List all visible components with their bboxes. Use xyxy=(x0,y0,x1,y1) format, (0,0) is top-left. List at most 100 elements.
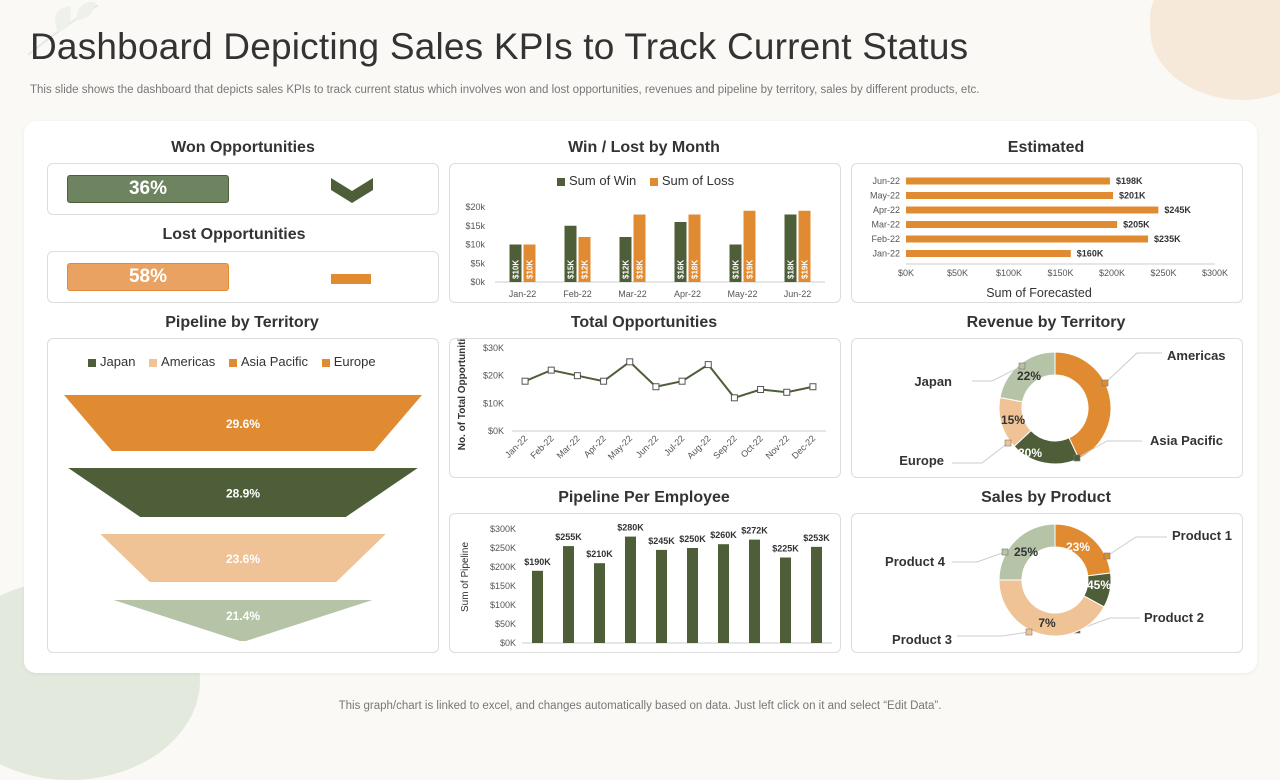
x-tick-label: Mar-22 xyxy=(618,289,647,299)
page-title: Dashboard Depicting Sales KPIs to Track … xyxy=(30,26,969,67)
data-point xyxy=(809,383,817,391)
estimated-chart: Jun-22 $198K May-22 $201K Apr-22 $245K Mar-22 $… xyxy=(870,176,1228,300)
y-tick-label: $10k xyxy=(465,240,485,250)
pipeline-bar xyxy=(532,570,543,643)
callout-leader-line xyxy=(972,365,1023,382)
win-lost-legend: Sum of Win Sum of Loss xyxy=(557,173,744,188)
category-label: Americas xyxy=(1167,348,1226,363)
data-point xyxy=(573,372,581,380)
won-opportunities-card[interactable]: 36% xyxy=(47,163,439,215)
leaf-icon xyxy=(27,1,99,56)
win-data-label: $10K xyxy=(732,260,741,279)
x-axis-title: Sum of Forecasted xyxy=(986,286,1092,300)
category-label: Product 1 xyxy=(1172,528,1232,543)
y-axis-title: No. of Total Opportunities xyxy=(457,339,468,450)
callout-marker xyxy=(1025,628,1033,636)
forecast-bar xyxy=(906,250,1071,257)
loss-data-label: $12K xyxy=(581,260,590,279)
legend-item-europe: Europe xyxy=(321,354,376,369)
sales-product-chart: 23% Product 1 45% Product 2 7% Product 3 25% Pr… xyxy=(885,523,1232,647)
y-tick-label: $0K xyxy=(488,426,504,436)
loss-bar xyxy=(633,214,646,282)
loss-bar xyxy=(798,210,811,282)
pipeline-data-label: $255K xyxy=(555,532,582,542)
callout-marker xyxy=(1018,362,1026,370)
pipeline-territory-card[interactable]: Japan Americas Asia Pacific Europe 29.6%… xyxy=(47,338,439,653)
y-tick-label: Jun-22 xyxy=(872,176,900,186)
data-point xyxy=(730,394,738,402)
data-point xyxy=(521,377,529,385)
slice-percent-label: 22% xyxy=(1017,369,1041,383)
lost-opportunities-card[interactable]: 58% xyxy=(47,251,439,303)
pipeline-data-label: $272K xyxy=(741,526,768,536)
y-tick-label: $200K xyxy=(490,562,516,572)
legend-europe-label: Europe xyxy=(333,354,376,369)
category-label: Product 4 xyxy=(885,554,946,569)
sales-product-card[interactable]: 23% Product 1 45% Product 2 7% Product 3 25% Pr… xyxy=(851,513,1243,653)
pipeline-data-label: $250K xyxy=(679,534,706,544)
loss-bar xyxy=(523,244,536,282)
funnel-segment xyxy=(113,600,373,641)
win-lost-title: Win / Lost by Month xyxy=(568,139,720,156)
won-percentage: 36% xyxy=(67,175,229,203)
x-tick-label: $100K xyxy=(996,268,1022,278)
x-tick-label: Jan-22 xyxy=(503,433,530,460)
x-tick-label: $300K xyxy=(1202,268,1228,278)
y-tick-label: $50K xyxy=(495,619,516,629)
y-tick-label: Feb-22 xyxy=(871,234,900,244)
x-tick-label: Nov-22 xyxy=(764,433,792,461)
win-bar xyxy=(619,237,632,282)
callout-leader-line xyxy=(1076,440,1142,459)
pipeline-bar xyxy=(749,539,760,643)
lost-percentage: 58% xyxy=(67,263,229,291)
y-tick-label: $15k xyxy=(465,221,485,231)
slice-percent-label: 7% xyxy=(1038,616,1056,630)
y-tick-label: $0k xyxy=(470,277,485,287)
pipeline-employee-card[interactable]: $0K $50K $100K $150K $200K $250K $300K Sum of P… xyxy=(449,513,841,653)
forecast-bar xyxy=(906,206,1159,214)
loss-data-label: $10K xyxy=(526,260,535,279)
legend-item-americas: Americas xyxy=(149,354,215,369)
x-tick-label: Feb-22 xyxy=(563,289,592,299)
pipeline-data-label: $253K xyxy=(803,533,830,543)
pipeline-bar xyxy=(687,548,698,643)
legend-win-label: Sum of Win xyxy=(569,173,637,188)
revenue-territory-chart: 43% Americas 20% Asia Pacific 15% Europe 22% Ja… xyxy=(899,348,1226,468)
win-lost-chart-card[interactable]: Sum of Win Sum of Loss $0k $5k $10k $15k $20… xyxy=(449,163,841,303)
callout-leader-line xyxy=(957,631,1030,637)
total-opportunities-card[interactable]: $0K $10K $20K $30K No. of Total Opportunitie… xyxy=(449,338,841,478)
callout-marker xyxy=(1073,454,1081,462)
won-opportunities-title: Won Opportunities xyxy=(171,139,315,156)
pipeline-territory-title: Pipeline by Territory xyxy=(165,314,319,331)
x-tick-label: $250K xyxy=(1150,268,1176,278)
revenue-territory-card[interactable]: 43% Americas 20% Asia Pacific 15% Europe 22% Ja… xyxy=(851,338,1243,478)
decorative-blob-top-right xyxy=(1150,0,1280,100)
pipeline-data-label: $225K xyxy=(772,544,799,554)
category-label: Product 3 xyxy=(892,632,952,647)
x-tick-label: $0K xyxy=(898,268,914,278)
callout-marker xyxy=(1001,548,1009,556)
pipeline-employee-chart: $0K $50K $100K $150K $200K $250K $300K Sum of P… xyxy=(460,523,832,648)
y-tick-label: $20k xyxy=(465,202,485,212)
funnel-chart: 29.6% 28.9% 23.6% 21.4% xyxy=(64,395,422,641)
estimated-chart-card[interactable]: Jun-22 $198K May-22 $201K Apr-22 $245K Mar-22 $… xyxy=(851,163,1243,303)
funnel-segment xyxy=(68,468,418,517)
revenue-territory-title: Revenue by Territory xyxy=(966,314,1126,331)
y-tick-label: $20K xyxy=(483,371,504,381)
loss-bar xyxy=(688,214,701,282)
win-bar xyxy=(674,222,687,282)
donut-slice xyxy=(999,351,1056,403)
pipeline-bar xyxy=(780,557,791,643)
forecast-data-label: $201K xyxy=(1119,191,1146,201)
x-tick-label: Oct-22 xyxy=(739,433,765,459)
page-subtitle: This slide shows the dashboard that depi… xyxy=(30,84,980,96)
category-label: Asia Pacific xyxy=(1150,433,1223,448)
legend-asia-pacific-label: Asia Pacific xyxy=(240,354,309,369)
forecast-bar xyxy=(906,177,1110,185)
data-point xyxy=(757,386,765,393)
x-tick-label: Dec-22 xyxy=(790,433,818,461)
legend-item-asia-pacific: Asia Pacific xyxy=(228,354,309,369)
y-tick-label: $0K xyxy=(500,638,516,648)
data-point xyxy=(652,383,660,391)
win-lost-chart: $0k $5k $10k $15k $20k Jan-22 $10K $10K Feb-22 $1… xyxy=(465,202,825,299)
